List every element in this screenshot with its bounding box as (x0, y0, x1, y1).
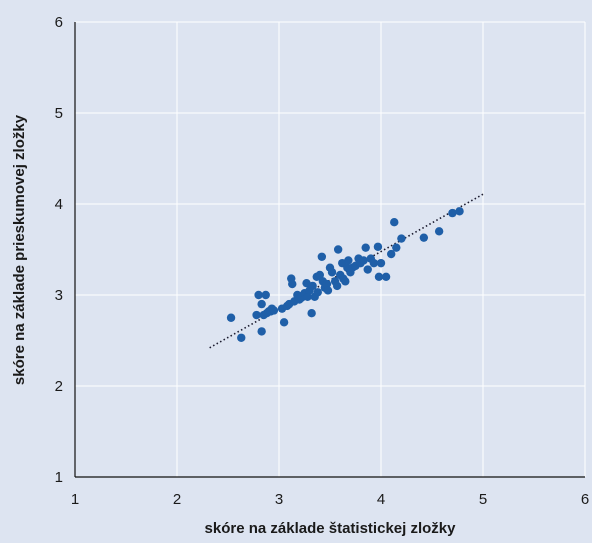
data-point (226, 313, 236, 322)
x-tick-label: 5 (479, 491, 487, 508)
y-axis-title: skóre na základe prieskumovej zložky (11, 114, 28, 385)
data-point (434, 227, 444, 236)
data-point (376, 258, 386, 268)
x-tick-label: 3 (275, 491, 283, 508)
data-point (344, 256, 353, 265)
data-point (419, 233, 429, 242)
data-point (327, 268, 337, 277)
data-point (333, 245, 343, 254)
data-point (261, 290, 270, 300)
y-tick-label: 2 (55, 378, 63, 395)
y-tick-label: 1 (55, 469, 63, 486)
y-tick-label: 4 (55, 196, 63, 213)
data-point (359, 256, 368, 265)
x-tick-label: 2 (173, 491, 181, 508)
data-point (279, 318, 289, 327)
gridlines (75, 21, 586, 477)
data-point (288, 279, 297, 289)
data-point (254, 290, 263, 300)
x-tick-label: 4 (377, 491, 385, 508)
data-point (390, 218, 399, 227)
data-point (381, 272, 391, 281)
data-point (308, 281, 317, 291)
data-point (313, 288, 322, 297)
axes (74, 22, 585, 478)
data-point (237, 333, 246, 342)
x-tick-label: 6 (581, 491, 589, 508)
data-point (332, 281, 342, 291)
data-point (323, 286, 333, 295)
data-point (373, 242, 383, 251)
x-axis-title: skóre na základe štatistickej zložky (205, 520, 457, 537)
data-point (269, 306, 279, 315)
data-point (315, 270, 324, 280)
data-point (257, 327, 266, 336)
data-point (307, 309, 316, 318)
y-tick-label: 5 (55, 105, 63, 122)
y-tick-label: 3 (55, 287, 63, 304)
data-point (317, 252, 327, 261)
data-point (257, 299, 266, 309)
data-point (303, 292, 312, 302)
trendline (209, 192, 486, 349)
data-point (392, 243, 401, 252)
data-point (369, 258, 379, 268)
data-point (322, 279, 332, 289)
data-point (448, 208, 457, 218)
data-point (455, 207, 464, 216)
data-point (361, 243, 370, 252)
trendline-group (209, 192, 486, 349)
data-point (374, 272, 384, 281)
data-points (226, 207, 464, 342)
data-point (363, 265, 372, 274)
tick-labels: 1 2 3 4 5 6 1 2 3 4 5 6 (55, 14, 590, 508)
x-tick-label: 1 (71, 491, 79, 508)
data-point (397, 234, 406, 243)
data-point (252, 310, 261, 320)
data-point (341, 277, 350, 286)
y-tick-label: 6 (55, 14, 63, 31)
data-point (387, 249, 396, 259)
